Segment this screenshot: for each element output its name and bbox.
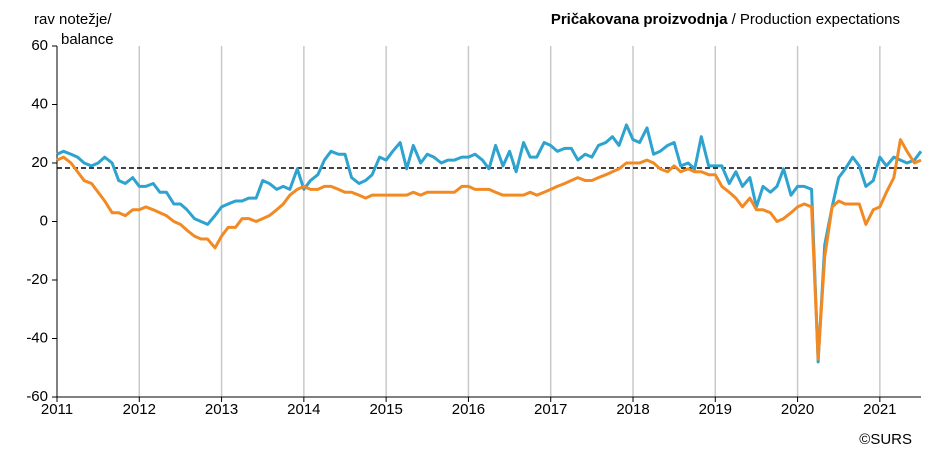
x-tick-label: 2011 (41, 401, 73, 418)
y-axis-label: rav notežje/ (34, 11, 112, 28)
y-tick-label: 0 (40, 212, 48, 229)
y-tick-label: -40 (26, 329, 48, 346)
y-tick-label: 40 (31, 95, 48, 112)
x-tick-label: 2015 (369, 401, 402, 418)
x-tick-label: 2014 (287, 401, 320, 418)
y-tick-label: -20 (26, 271, 48, 288)
x-tick-label: 2016 (452, 401, 485, 418)
series-line (56, 123, 923, 364)
title-sl: Pričakovana proizvodnja (551, 11, 728, 28)
y-axis-label: balance (61, 31, 114, 48)
source: ©SURS (859, 431, 912, 448)
x-tick-label: 2021 (863, 401, 896, 418)
chart-title: Pričakovana proizvodnja / Production expe… (551, 11, 900, 28)
x-tick-label: 2018 (616, 401, 649, 418)
series-line (56, 138, 922, 361)
x-tick-label: 2020 (781, 401, 814, 418)
y-tick-label: -60 (26, 388, 48, 405)
y-tick-label: 20 (31, 154, 48, 171)
x-tick-label: 2017 (534, 401, 567, 418)
title-en: / Production expectations (732, 11, 900, 28)
y-tick-label: 60 (31, 37, 48, 54)
x-tick-label: 2012 (123, 401, 156, 418)
x-tick-label: 2013 (205, 401, 238, 418)
x-tick-label: 2019 (699, 401, 732, 418)
